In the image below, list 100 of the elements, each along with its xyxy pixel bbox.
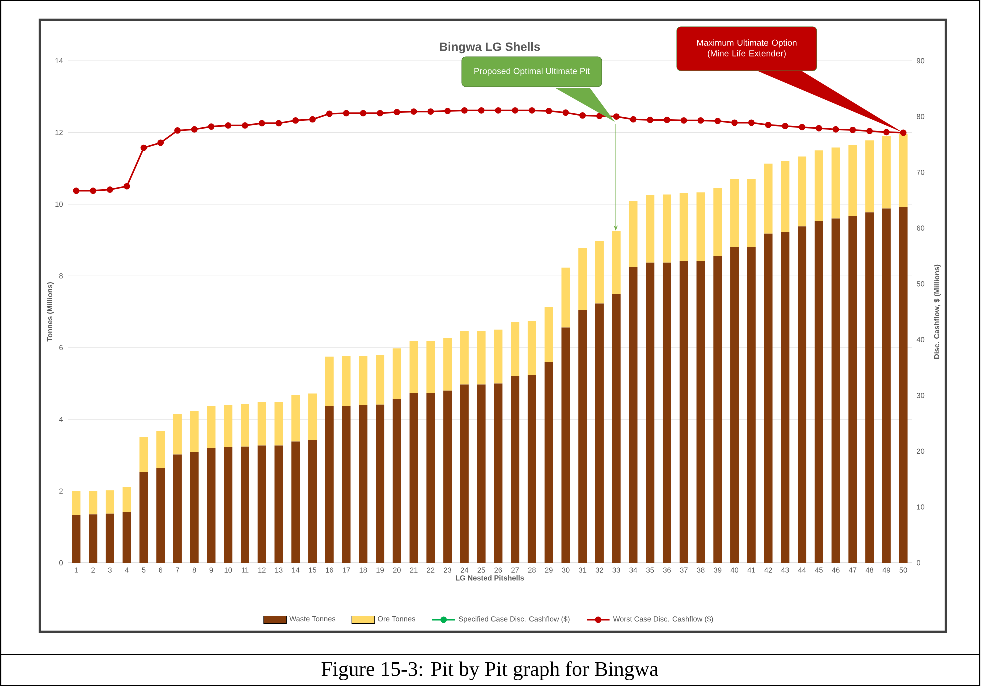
chart-title: Bingwa LG Shells <box>440 42 540 54</box>
point <box>883 129 890 136</box>
point <box>73 188 80 194</box>
bar <box>899 134 908 208</box>
bar <box>612 231 621 294</box>
bar <box>646 262 655 563</box>
bar <box>106 490 114 514</box>
bar <box>578 248 588 310</box>
bar <box>292 396 300 442</box>
bar <box>477 384 486 563</box>
caption: Figure 15-3: Pit by Pit graph for Bingwa <box>322 661 658 680</box>
point <box>377 110 384 117</box>
point <box>562 110 570 116</box>
bar <box>832 218 840 563</box>
point <box>647 116 654 124</box>
bar <box>595 304 604 563</box>
point <box>732 120 738 126</box>
point <box>276 120 282 127</box>
bar <box>528 320 536 376</box>
point <box>292 117 300 124</box>
bar <box>342 406 351 563</box>
bar <box>662 194 672 263</box>
point <box>832 126 840 133</box>
bar <box>359 405 368 563</box>
bar <box>444 390 452 563</box>
bar <box>781 161 790 232</box>
point <box>410 108 418 115</box>
point <box>360 110 367 117</box>
bar <box>798 226 807 563</box>
bar <box>629 202 638 268</box>
bar <box>122 486 132 512</box>
bar <box>460 384 469 563</box>
bar <box>258 446 266 563</box>
point <box>664 116 670 124</box>
point <box>596 113 603 120</box>
bar <box>781 232 790 563</box>
bar <box>156 431 166 468</box>
bar <box>680 192 688 262</box>
point <box>698 117 704 124</box>
text: Maximum Ultimate Option (Mine Life Extender) <box>697 40 797 58</box>
bar <box>511 322 520 376</box>
bar <box>866 212 874 563</box>
bar <box>325 406 334 563</box>
point <box>546 108 552 114</box>
bar <box>696 261 706 563</box>
bar <box>444 338 452 391</box>
bar <box>122 512 132 563</box>
bar <box>612 294 621 563</box>
point <box>140 144 148 152</box>
bar <box>89 491 98 515</box>
point <box>613 114 620 120</box>
point <box>850 126 856 134</box>
bar <box>798 156 807 227</box>
bar <box>866 140 874 213</box>
bar <box>595 241 604 304</box>
point <box>799 124 806 131</box>
bar <box>544 362 554 563</box>
bar <box>140 472 148 563</box>
bar <box>156 468 166 563</box>
bar <box>274 446 284 563</box>
point <box>158 140 164 146</box>
bar <box>882 136 891 209</box>
bar <box>140 438 148 472</box>
bar <box>494 330 503 384</box>
bar <box>392 399 402 563</box>
bar <box>730 247 740 563</box>
bar <box>224 448 233 563</box>
bar <box>72 515 81 563</box>
point <box>258 120 266 127</box>
point <box>343 110 350 117</box>
bar <box>207 406 216 448</box>
bar <box>392 348 402 400</box>
point <box>107 186 114 194</box>
bar <box>646 195 655 263</box>
bar <box>528 375 536 563</box>
bar <box>460 331 469 385</box>
point <box>461 107 468 114</box>
bar <box>814 150 824 222</box>
bar <box>696 192 706 262</box>
point <box>444 108 452 114</box>
bar <box>106 514 114 563</box>
point <box>225 122 232 129</box>
bar <box>882 208 891 563</box>
point <box>765 122 772 128</box>
bar <box>240 446 250 563</box>
point <box>680 117 688 124</box>
point <box>512 107 519 114</box>
bar <box>308 394 318 440</box>
bar <box>899 207 908 563</box>
point <box>90 188 97 194</box>
bar <box>832 148 840 219</box>
bar <box>325 356 334 406</box>
point <box>326 110 333 118</box>
point <box>495 107 502 114</box>
point <box>866 128 874 134</box>
bar <box>848 145 858 216</box>
bar <box>426 393 436 563</box>
point <box>310 116 316 123</box>
bar <box>190 411 199 453</box>
bar <box>714 256 722 563</box>
